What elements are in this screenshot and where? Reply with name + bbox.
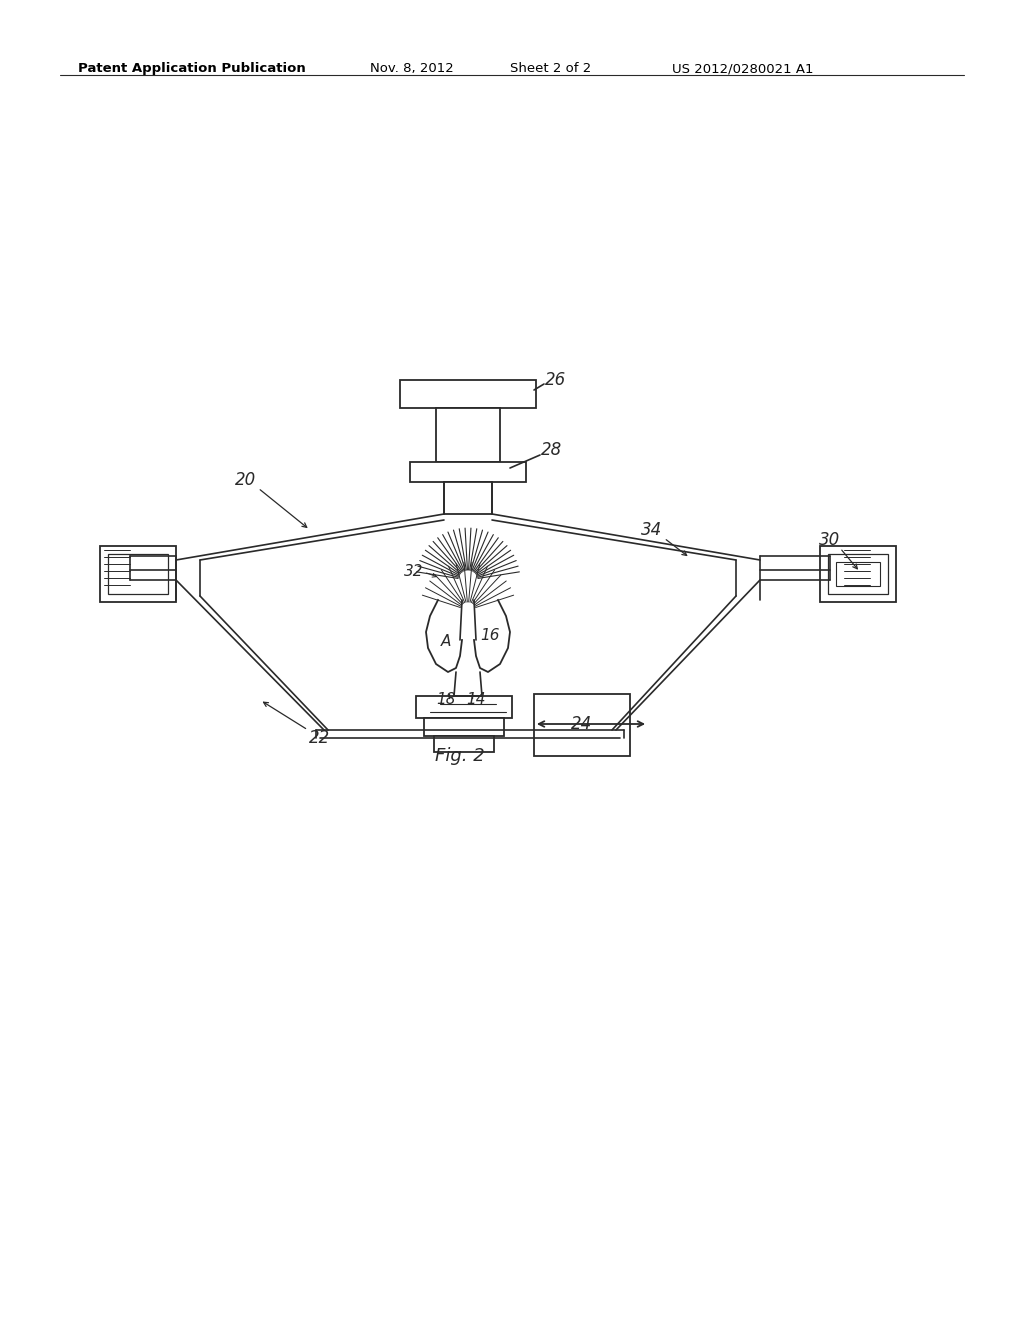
Text: Nov. 8, 2012: Nov. 8, 2012 xyxy=(370,62,454,75)
Text: 14: 14 xyxy=(466,693,485,708)
Text: 32: 32 xyxy=(404,565,424,579)
Text: Patent Application Publication: Patent Application Publication xyxy=(78,62,306,75)
Bar xyxy=(820,546,896,602)
Text: 30: 30 xyxy=(819,531,841,549)
Text: 16: 16 xyxy=(480,628,500,644)
Text: 18: 18 xyxy=(436,693,456,708)
Bar xyxy=(410,462,526,482)
Bar xyxy=(100,546,176,602)
Text: 24: 24 xyxy=(571,715,593,733)
Bar xyxy=(416,696,512,718)
Bar xyxy=(434,737,494,752)
Text: Sheet 2 of 2: Sheet 2 of 2 xyxy=(510,62,591,75)
Text: 22: 22 xyxy=(309,729,331,747)
Bar xyxy=(400,380,536,408)
Bar xyxy=(534,694,630,756)
Text: A: A xyxy=(440,635,452,649)
Text: 34: 34 xyxy=(641,521,663,539)
Bar xyxy=(836,562,880,586)
Text: 28: 28 xyxy=(542,441,562,459)
Text: 20: 20 xyxy=(236,471,257,488)
Text: 26: 26 xyxy=(546,371,566,389)
Text: US 2012/0280021 A1: US 2012/0280021 A1 xyxy=(672,62,813,75)
Bar xyxy=(108,554,168,594)
Bar xyxy=(828,554,888,594)
Text: Fig. 2: Fig. 2 xyxy=(435,747,485,766)
Bar xyxy=(436,408,500,462)
Bar xyxy=(424,718,504,737)
Bar xyxy=(444,482,492,513)
